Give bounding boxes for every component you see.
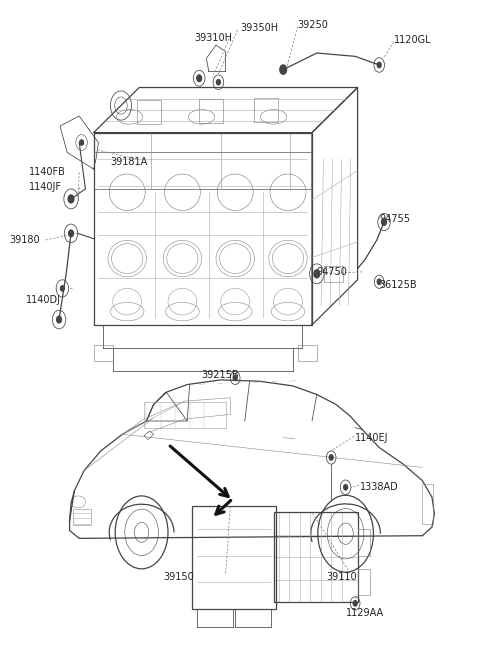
Text: 1140EJ: 1140EJ: [355, 432, 389, 443]
Bar: [422, 484, 433, 524]
Bar: [274, 512, 358, 602]
Circle shape: [80, 140, 84, 145]
Text: 39310H: 39310H: [194, 33, 232, 44]
Text: 1338AD: 1338AD: [360, 482, 399, 493]
Circle shape: [382, 219, 386, 225]
Text: 1129AA: 1129AA: [346, 608, 384, 619]
Bar: [199, 99, 223, 123]
Text: 1140DJ: 1140DJ: [26, 294, 61, 305]
Text: 1140FB: 1140FB: [29, 167, 66, 178]
Text: 39215B: 39215B: [202, 369, 239, 380]
Bar: [144, 402, 226, 428]
Circle shape: [57, 316, 61, 323]
Text: 39350H: 39350H: [240, 23, 278, 33]
Text: 39110: 39110: [326, 572, 357, 582]
Bar: [192, 506, 276, 609]
Bar: [254, 98, 278, 122]
Text: 36125B: 36125B: [379, 280, 417, 290]
Circle shape: [280, 65, 287, 74]
Circle shape: [329, 455, 333, 460]
Circle shape: [314, 270, 320, 278]
Text: 39150: 39150: [163, 572, 194, 582]
Circle shape: [353, 601, 357, 606]
Circle shape: [69, 230, 73, 237]
Bar: [358, 529, 370, 556]
Bar: [298, 345, 317, 361]
Circle shape: [216, 80, 220, 85]
Text: 39181A: 39181A: [110, 157, 148, 168]
Circle shape: [233, 375, 237, 381]
Text: 94750: 94750: [317, 267, 348, 277]
Bar: [358, 569, 370, 595]
Text: 39250: 39250: [298, 19, 328, 30]
Text: 1140JF: 1140JF: [29, 182, 62, 192]
Text: 94755: 94755: [379, 213, 410, 224]
Circle shape: [197, 75, 202, 82]
Bar: [137, 100, 161, 124]
Bar: [94, 345, 113, 361]
Bar: [324, 266, 343, 282]
Text: 39180: 39180: [10, 235, 40, 245]
Text: 1120GL: 1120GL: [394, 34, 431, 45]
Bar: [73, 509, 91, 525]
Circle shape: [344, 485, 348, 490]
Circle shape: [377, 62, 381, 68]
Circle shape: [377, 279, 381, 284]
Circle shape: [60, 286, 64, 291]
Circle shape: [68, 195, 74, 203]
